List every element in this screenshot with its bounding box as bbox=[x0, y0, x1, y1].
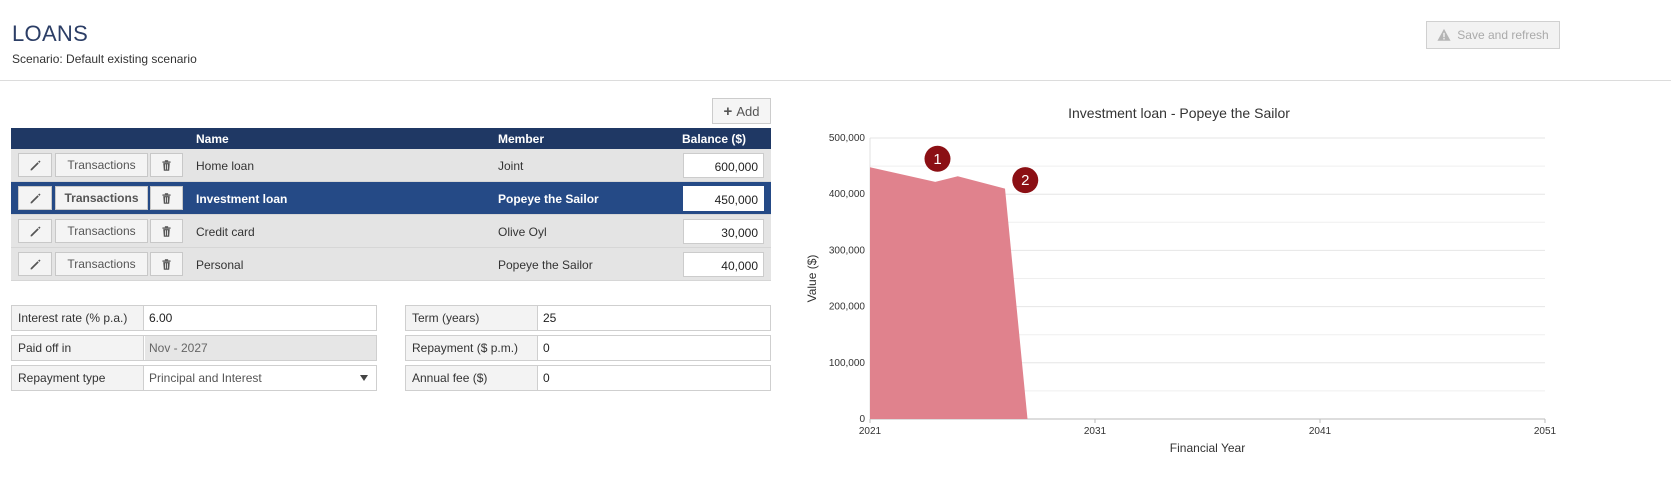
transactions-button[interactable]: Transactions bbox=[55, 153, 148, 177]
repayment-type-selected: Principal and Interest bbox=[149, 371, 262, 385]
balance-input[interactable]: 30,000 bbox=[683, 219, 764, 244]
balance-input[interactable]: 40,000 bbox=[683, 252, 764, 277]
term-field[interactable]: Term (years) 25 bbox=[405, 305, 771, 331]
edit-button[interactable] bbox=[18, 219, 52, 243]
table-row[interactable]: Transactions Personal Popeye the Sailor 40,… bbox=[11, 248, 771, 281]
delete-button[interactable] bbox=[150, 252, 183, 276]
add-label: Add bbox=[736, 103, 760, 119]
marker-label: 1 bbox=[933, 151, 941, 168]
table-header: Name Member Balance ($) bbox=[11, 128, 771, 149]
event-marker[interactable]: 1 bbox=[924, 145, 951, 172]
y-tick-label: 400,000 bbox=[829, 189, 866, 200]
loan-name: Home loan bbox=[196, 159, 255, 173]
loan-name: Personal bbox=[196, 258, 244, 272]
table-row[interactable]: Transactions Investment loan Popeye the Sa… bbox=[11, 182, 771, 215]
y-tick-label: 500,000 bbox=[829, 133, 866, 144]
interest-rate-label: Interest rate (% p.a.) bbox=[12, 306, 144, 330]
y-tick-label: 0 bbox=[859, 414, 865, 425]
y-tick-label: 100,000 bbox=[829, 358, 866, 369]
term-input[interactable]: 25 bbox=[543, 311, 557, 325]
edit-button[interactable] bbox=[18, 252, 52, 276]
column-header-balance: Balance ($) bbox=[682, 132, 747, 146]
marker-circle bbox=[1012, 167, 1039, 194]
trash-icon bbox=[162, 225, 171, 237]
paid-off-label: Paid off in bbox=[12, 336, 144, 360]
paid-off-field: Paid off in Nov - 2027 bbox=[11, 335, 377, 361]
term-label: Term (years) bbox=[406, 306, 538, 330]
loan-member: Popeye the Sailor bbox=[498, 258, 593, 272]
x-tick-label: 2031 bbox=[1084, 426, 1107, 437]
loan-balance-chart: 0 100,000 200,000 300,000 400,000 500,000 202… bbox=[805, 133, 1557, 455]
repayment-type-label: Repayment type bbox=[12, 366, 144, 390]
repayment-type-field[interactable]: Repayment type Principal and Interest bbox=[11, 365, 377, 391]
table-row[interactable]: Transactions Home loan Joint 600,000 bbox=[11, 149, 771, 182]
balance-input[interactable]: 450,000 bbox=[683, 186, 764, 211]
interest-rate-field[interactable]: Interest rate (% p.a.) 6.00 bbox=[11, 305, 377, 331]
annual-fee-field[interactable]: Annual fee ($) 0 bbox=[405, 365, 771, 391]
pencil-icon bbox=[30, 258, 41, 269]
loan-member: Popeye the Sailor bbox=[498, 192, 599, 206]
event-marker[interactable]: 2 bbox=[1012, 167, 1039, 194]
table-row[interactable]: Transactions Credit card Olive Oyl 30,000 bbox=[11, 215, 771, 248]
pencil-icon bbox=[30, 159, 41, 170]
delete-button[interactable] bbox=[150, 186, 183, 210]
transactions-button[interactable]: Transactions bbox=[55, 219, 148, 243]
warning-icon bbox=[1437, 28, 1451, 41]
annual-fee-input[interactable]: 0 bbox=[543, 371, 550, 385]
chevron-down-icon bbox=[360, 375, 368, 381]
loan-member: Olive Oyl bbox=[498, 225, 547, 239]
x-tick-label: 2021 bbox=[859, 426, 882, 437]
y-axis: 0 100,000 200,000 300,000 400,000 500,000 bbox=[829, 133, 866, 425]
trash-icon bbox=[162, 159, 171, 171]
chart-markers: 12 bbox=[924, 145, 1039, 194]
x-axis: 2021 2031 2041 2051 bbox=[859, 419, 1557, 437]
edit-button[interactable] bbox=[18, 153, 52, 177]
loan-balance-area bbox=[870, 167, 1028, 419]
paid-off-value: Nov - 2027 bbox=[145, 336, 376, 360]
pencil-icon bbox=[30, 225, 41, 236]
transactions-button[interactable]: Transactions bbox=[55, 252, 148, 276]
y-tick-label: 300,000 bbox=[829, 245, 866, 256]
repayment-field[interactable]: Repayment ($ p.m.) 0 bbox=[405, 335, 771, 361]
loans-table: Name Member Balance ($) Transactions Home… bbox=[11, 128, 771, 281]
repayment-label: Repayment ($ p.m.) bbox=[406, 336, 538, 360]
chart-title: Investment loan - Popeye the Sailor bbox=[1068, 105, 1290, 121]
y-axis-title: Value ($) bbox=[805, 255, 819, 303]
pencil-icon bbox=[30, 192, 41, 203]
delete-button[interactable] bbox=[150, 219, 183, 243]
trash-icon bbox=[162, 258, 171, 270]
header-divider bbox=[0, 80, 1671, 81]
marker-label: 2 bbox=[1021, 172, 1029, 189]
trash-icon bbox=[162, 192, 171, 204]
transactions-button[interactable]: Transactions bbox=[55, 186, 148, 210]
x-tick-label: 2051 bbox=[1534, 426, 1557, 437]
x-axis-title: Financial Year bbox=[1170, 441, 1245, 455]
loan-name: Credit card bbox=[196, 225, 255, 239]
save-and-refresh-label: Save and refresh bbox=[1457, 28, 1549, 42]
loan-name: Investment loan bbox=[196, 192, 288, 206]
marker-circle bbox=[924, 145, 951, 172]
annual-fee-label: Annual fee ($) bbox=[406, 366, 538, 390]
balance-input[interactable]: 600,000 bbox=[683, 153, 764, 178]
x-tick-label: 2041 bbox=[1309, 426, 1332, 437]
edit-button[interactable] bbox=[18, 186, 52, 210]
repayment-type-select[interactable]: Principal and Interest bbox=[145, 366, 376, 390]
add-loan-button[interactable]: + Add bbox=[712, 98, 771, 124]
repayment-input[interactable]: 0 bbox=[543, 341, 550, 355]
y-tick-label: 200,000 bbox=[829, 302, 866, 313]
plus-icon: + bbox=[723, 102, 733, 120]
page-title: LOANS bbox=[12, 21, 89, 46]
scenario-subtitle: Scenario: Default existing scenario bbox=[12, 52, 197, 66]
loan-member: Joint bbox=[498, 159, 524, 173]
save-and-refresh-button[interactable]: Save and refresh bbox=[1426, 21, 1560, 49]
delete-button[interactable] bbox=[150, 153, 183, 177]
column-header-name: Name bbox=[196, 132, 229, 146]
column-header-member: Member bbox=[498, 132, 545, 146]
interest-rate-input[interactable]: 6.00 bbox=[149, 311, 173, 325]
